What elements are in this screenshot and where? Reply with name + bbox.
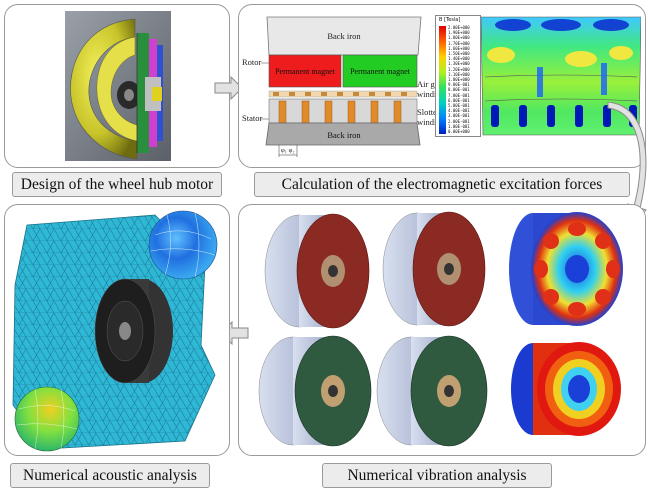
vibration-model-red-1	[264, 213, 370, 329]
vibration-panel	[238, 204, 646, 456]
pm-right-label: Permanent magnet	[350, 67, 411, 76]
vibration-mode-shape-2	[511, 342, 621, 436]
colorbar-tick-label: 6.00E-001	[448, 97, 470, 103]
colorbar-tick-label: 1.60E+000	[448, 45, 470, 51]
colorbar-tick-label: 0.00E+000	[448, 129, 470, 134]
calculation-label: Calculation of the electromagnetic excit…	[254, 172, 630, 197]
vibration-model-green-2	[376, 335, 488, 447]
wheel-hub-motor-render	[65, 11, 171, 161]
air-gap-label: Air gap	[417, 79, 443, 89]
colorbar-tick-label: 1.70E+000	[448, 40, 470, 46]
colorbar-tick-label: 1.00E+000	[448, 77, 470, 82]
vibration-models	[258, 211, 623, 447]
vibration-model-green-1	[258, 335, 372, 447]
colorbar-gradient	[439, 26, 446, 134]
colorbar-tick-label: 7.00E-001	[448, 92, 470, 98]
colorbar-legend: B [Tesla] 2.00E+000 1.90E+000 1.80E+000 1.7…	[435, 15, 481, 137]
colorbar-tick-label: 1.30E+000	[448, 61, 470, 67]
slotted-label: Slotted	[417, 107, 442, 117]
colorbar-tick-label: 1.80E+000	[448, 35, 470, 41]
slotted-winding-label: winding	[417, 117, 446, 127]
colorbar-tick-label: 1.10E+000	[448, 71, 470, 77]
acoustic-mesh-render	[12, 210, 218, 452]
colorbar-tick-label: 2.00E-001	[448, 118, 470, 124]
colorbar-tick-label: 1.50E+000	[448, 51, 470, 56]
design-panel	[4, 4, 230, 168]
colorbar-title: B [Tesla]	[439, 17, 461, 23]
colorbar-tick-label: 5.00E-001	[448, 103, 470, 108]
air-gap-winding-label: winding	[417, 89, 446, 99]
colorbar-tick-label: 8.00E-001	[448, 87, 470, 93]
winding-labels: Air gap winding Slotted winding	[417, 79, 446, 127]
acoustic-panel	[4, 204, 230, 456]
design-label: Design of the wheel hub motor	[12, 172, 222, 197]
colorbar-tick-label: 1.00E-001	[448, 123, 470, 129]
vibration-label: Numerical vibration analysis	[322, 463, 552, 488]
phi-label: φ₁ φ₂	[281, 147, 295, 154]
colorbar-tick-label: 1.20E+000	[448, 66, 470, 72]
colorbar-tick-label: 3.00E-001	[448, 113, 470, 119]
back-iron-top-label: Back iron	[327, 31, 361, 41]
colorbar-tick-label: 4.00E-001	[448, 108, 470, 114]
pm-left-label: Permanent magnet	[275, 67, 336, 76]
colorbar-tick-label: 9.00E-001	[448, 82, 470, 88]
vibration-model-red-2	[382, 211, 486, 327]
acoustic-label: Numerical acoustic analysis	[10, 463, 210, 488]
flux-density-plot	[481, 16, 641, 136]
arrow-right-icon	[214, 76, 243, 100]
em-cross-section-diagram: Back iron Rotor Permanent magnet Permane…	[242, 16, 422, 157]
vibration-mode-shape-1	[509, 212, 623, 326]
back-iron-bottom-label: Back iron	[327, 130, 361, 140]
colorbar-tick-label: 1.40E+000	[448, 56, 470, 62]
stator-label: Stator	[242, 113, 262, 123]
colorbar-tick-label: 1.90E+000	[448, 30, 470, 36]
colorbar-tick-label: 2.00E+000	[448, 25, 470, 30]
colorbar-ticks: 2.00E+000 1.90E+000 1.80E+000 1.70E+000 1.60…	[448, 26, 480, 134]
rotor-label: Rotor	[242, 57, 262, 67]
em-panel: Back iron Rotor Permanent magnet Permane…	[238, 4, 646, 168]
